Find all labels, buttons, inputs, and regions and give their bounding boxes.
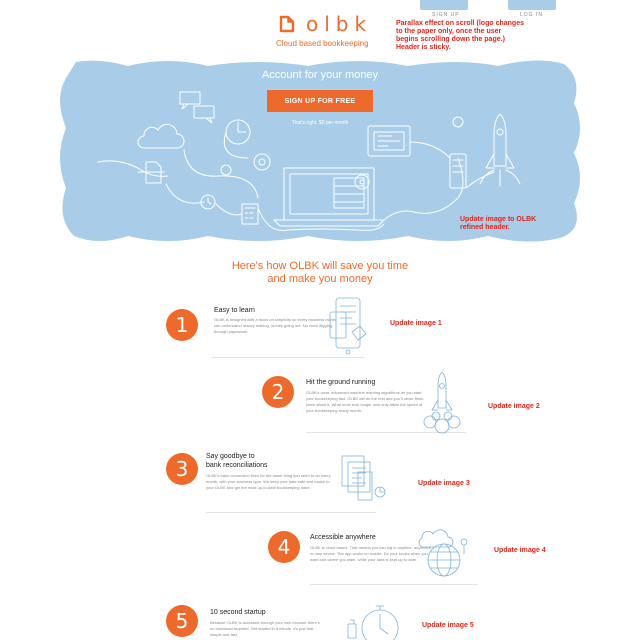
step-2-divider	[306, 432, 466, 433]
step-3-title-line2: bank reconciliations	[206, 462, 268, 469]
site-logo[interactable]: olbk	[278, 12, 372, 36]
section-title-line1: Here's how OLBK will save you time	[231, 260, 409, 272]
hero-cloud-shape	[60, 60, 580, 242]
hero-signup-button[interactable]: SIGN UP FOR FREE	[267, 90, 373, 112]
login-nav-label[interactable]: LOG IN	[520, 12, 543, 18]
login-nav-button[interactable]	[508, 0, 556, 10]
step-5-annotation: Update image 5	[422, 622, 474, 629]
documents-icon	[341, 455, 386, 501]
clipboard-phone-icon	[329, 297, 367, 355]
step-2-badge: 2	[262, 376, 294, 408]
step-4-body: OLBK is cloud based. That means you can …	[310, 545, 433, 562]
step-3-body: OLBK's bank connection fixes for the sam…	[206, 473, 331, 490]
hero-title: Account for your money	[261, 69, 379, 81]
section-title: Here's how OLBK will save you time and m…	[0, 260, 640, 286]
step-2-annotation: Update image 2	[488, 403, 540, 410]
hero-annotation: Update image to OLBK refined header.	[460, 216, 537, 231]
signup-nav-button[interactable]	[420, 0, 468, 10]
step-1-body: OLBK is designed with a focus on simplic…	[214, 317, 337, 334]
step-3-title: Say goodbye to bank reconciliations	[206, 452, 267, 470]
rocket-icon	[423, 372, 461, 434]
step-4-divider	[310, 584, 478, 585]
section-title-line2: and make you money	[267, 273, 373, 285]
step-5-title: 10 second startup	[210, 609, 266, 616]
hero-subtitle: That's right, $0 per month	[291, 120, 349, 126]
signup-nav-label[interactable]: SIGN UP	[432, 12, 460, 18]
logo-wordmark: olbk	[306, 12, 373, 36]
globe-cloud-icon	[418, 529, 468, 577]
tagline: Cloud based bookkeeping	[276, 39, 369, 48]
stopwatch-icon	[347, 605, 399, 640]
step-5-body: Because OLBK is accessed through your we…	[210, 620, 320, 637]
step-2-title: Hit the ground running	[306, 379, 376, 386]
step-3-badge: 3	[166, 453, 198, 485]
step-3-annotation: Update image 3	[418, 480, 470, 487]
step-4-annotation: Update image 4	[494, 547, 546, 554]
step-1-divider	[212, 357, 364, 358]
paper-logo-icon	[278, 15, 296, 33]
step-3-title-line1: Say goodbye to	[206, 453, 255, 460]
step-4-badge: 4	[268, 531, 300, 563]
step-5-badge: 5	[166, 605, 198, 637]
step-1-title: Easy to learn	[214, 307, 255, 314]
step-3-divider	[206, 512, 376, 513]
step-1-annotation: Update image 1	[390, 320, 442, 327]
hero-banner: Account for your money SIGN UP FOR FREE …	[58, 58, 582, 243]
step-1-badge: 1	[166, 309, 198, 341]
step-4-title: Accessible anywhere	[310, 534, 376, 541]
header-annotation: Parallax effect on scroll (logo changes …	[396, 20, 524, 51]
step-2-body: OLBK's clear, advanced machine learning …	[306, 390, 424, 413]
